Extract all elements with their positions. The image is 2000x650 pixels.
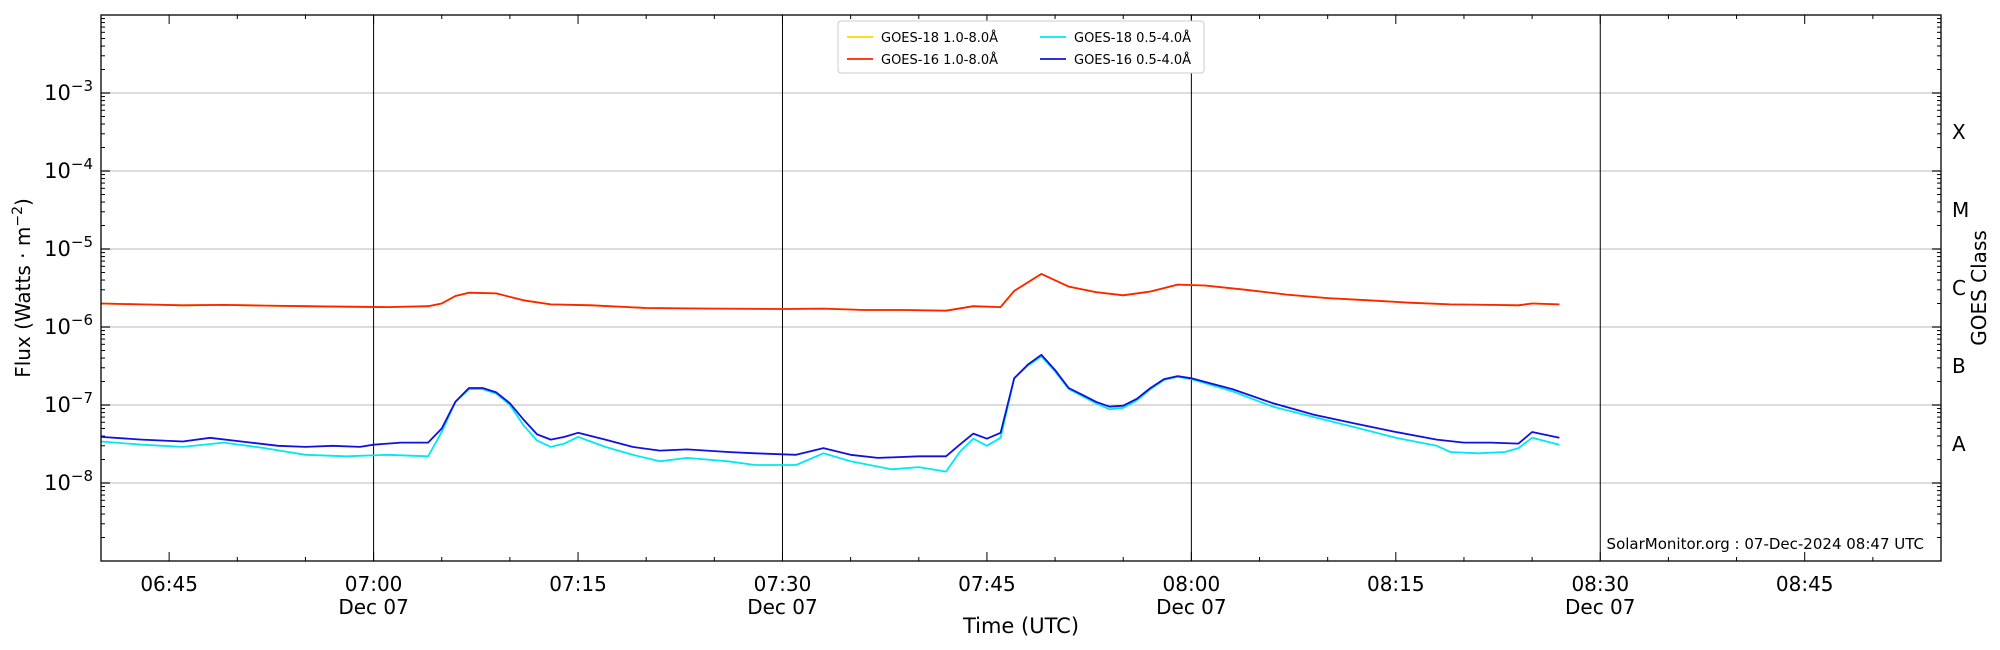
legend-label: GOES-18 1.0-8.0Å: [881, 30, 998, 46]
legend-box: [837, 20, 1205, 74]
x-tick-label: 07:30: [754, 572, 812, 596]
y-axis-label: Flux (Watts · m−2): [10, 198, 35, 378]
x-tick-label: 08:30: [1571, 572, 1629, 596]
legend-label: GOES-16 0.5-4.0Å: [1074, 52, 1191, 68]
x-tick-label: 06:45: [140, 572, 198, 596]
x-tick-label: 08:45: [1776, 572, 1834, 596]
legend-label: GOES-18 0.5-4.0Å: [1074, 30, 1191, 46]
x-tick-label: 07:45: [958, 572, 1016, 596]
y-tick-label: 10−4: [44, 155, 93, 183]
series-line: [100, 272, 1560, 312]
series-line: [100, 272, 1560, 312]
legend: GOES-18 1.0-8.0Å GOES-16 1.0-8.0Å GOES-18 …: [837, 20, 1205, 74]
plot-frame: [100, 14, 1942, 562]
goes-class-label: X: [1952, 120, 1966, 144]
goes-class-label: B: [1952, 354, 1966, 378]
x-tick-label: 07:00: [345, 572, 403, 596]
x-tick-date-label: Dec 07: [747, 595, 818, 619]
legend-label: GOES-16 1.0-8.0Å: [881, 52, 998, 68]
goes-class-label: A: [1952, 432, 1966, 456]
series-line: [100, 355, 1560, 473]
y-tick-label: 10−6: [44, 311, 93, 339]
y-tick-label: 10−3: [44, 77, 93, 105]
y-tick-label: 10−8: [44, 467, 93, 495]
credit-text: SolarMonitor.org : 07-Dec-2024 08:47 UTC: [1607, 535, 1924, 553]
y-tick-label: 10−5: [44, 233, 93, 261]
x-tick-label: 08:00: [1163, 572, 1221, 596]
x-tick-date-label: Dec 07: [338, 595, 409, 619]
x-tick-date-label: Dec 07: [1156, 595, 1227, 619]
y-tick-label: 10−7: [44, 389, 93, 417]
goes-class-axis-label: GOES Class: [1967, 230, 1991, 346]
goes-class-label: M: [1952, 198, 1969, 222]
x-tick-date-label: Dec 07: [1565, 595, 1636, 619]
x-axis-label: Time (UTC): [962, 614, 1079, 638]
x-tick-label: 08:15: [1367, 572, 1425, 596]
x-tick-label: 07:15: [549, 572, 607, 596]
goes-class-label: C: [1952, 276, 1966, 300]
series-line: [100, 353, 1560, 459]
